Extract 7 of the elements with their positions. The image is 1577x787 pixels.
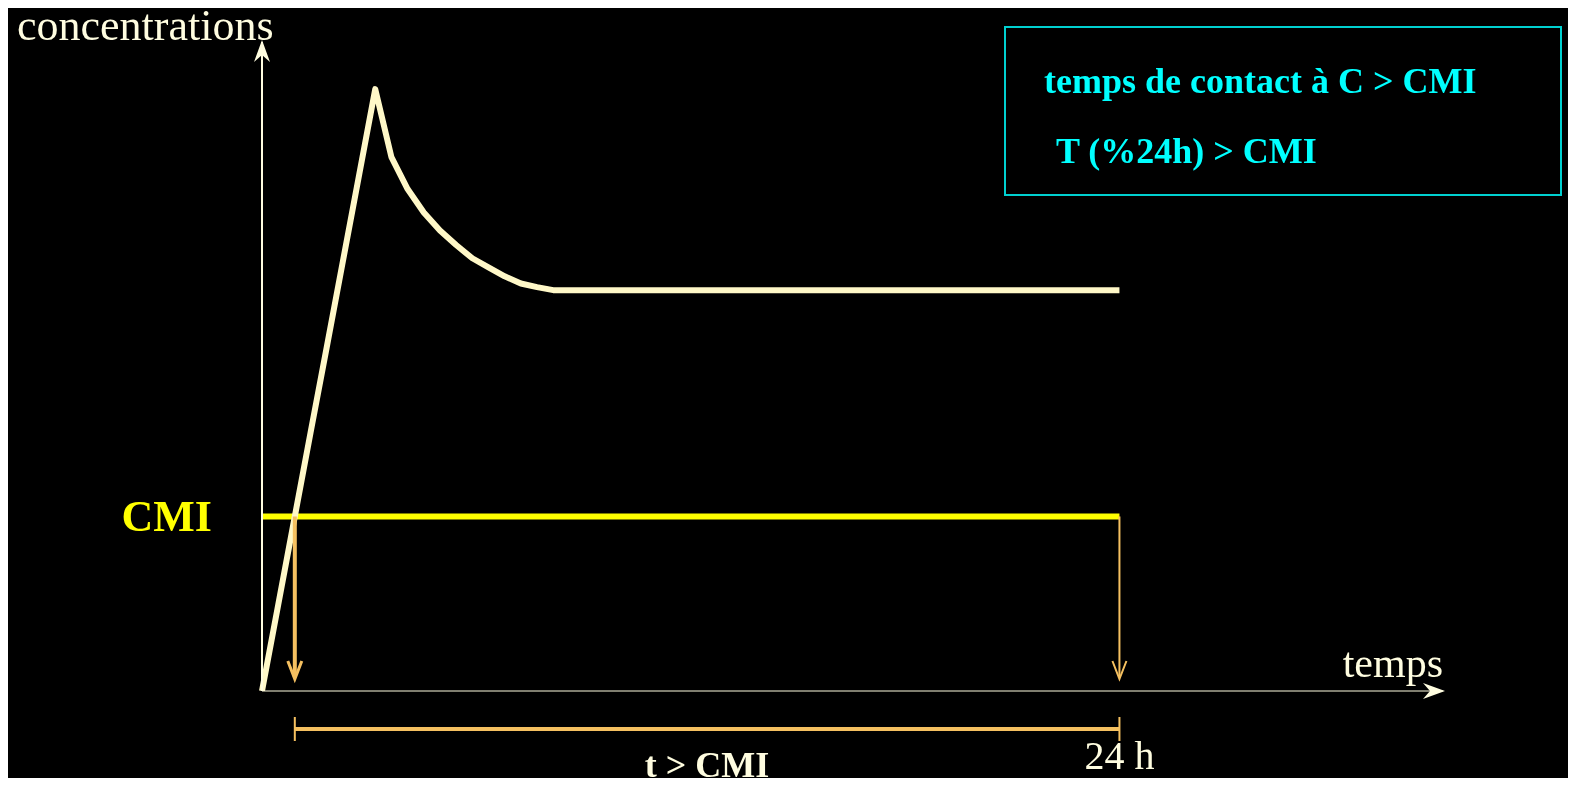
- ref-line-label: CMI: [121, 492, 212, 542]
- annotation: temps de contact à C > CMI: [1044, 60, 1478, 103]
- text: t > CMI: [644, 745, 770, 785]
- y-axis-title: concentrations: [17, 1, 274, 50]
- text: 24 h: [1084, 733, 1155, 778]
- x-axis-title: temps: [1342, 640, 1443, 686]
- annotation: T (%24h) > CMI: [1055, 130, 1318, 173]
